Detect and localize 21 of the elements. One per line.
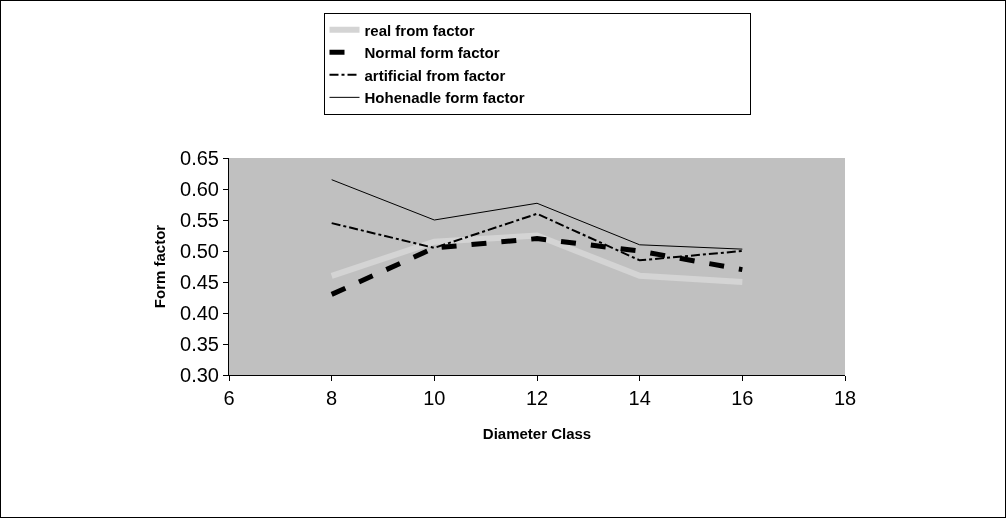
y-tick-label: 0.65 [180,147,219,169]
x-tick-label: 6 [223,387,235,409]
x-tick-label: 18 [833,387,857,409]
x-axis-title: Diameter Class [482,425,592,442]
y-tick-label: 0.60 [180,178,219,200]
y-axis-title: Form factor [151,224,169,309]
x-tick-label: 16 [731,387,754,409]
x-tick-label: 12 [525,387,549,409]
legend-label: Hohenadle form factor [364,89,525,107]
y-tick-label: 0.30 [180,364,219,386]
x-tick-label: 10 [423,387,446,409]
legend-label: real from factor [364,21,475,39]
y-tick-label: 0.55 [180,209,219,231]
x-tick-label: 8 [326,387,338,409]
y-tick-label: 0.35 [180,333,219,355]
x-tick-label: 14 [628,387,651,409]
y-tick-label: 0.50 [180,240,219,262]
y-tick-label: 0.40 [180,302,219,324]
y-tick-label: 0.45 [180,271,219,293]
legend-label: Normal form factor [364,44,500,62]
legend-label: artificial from factor [364,66,506,84]
